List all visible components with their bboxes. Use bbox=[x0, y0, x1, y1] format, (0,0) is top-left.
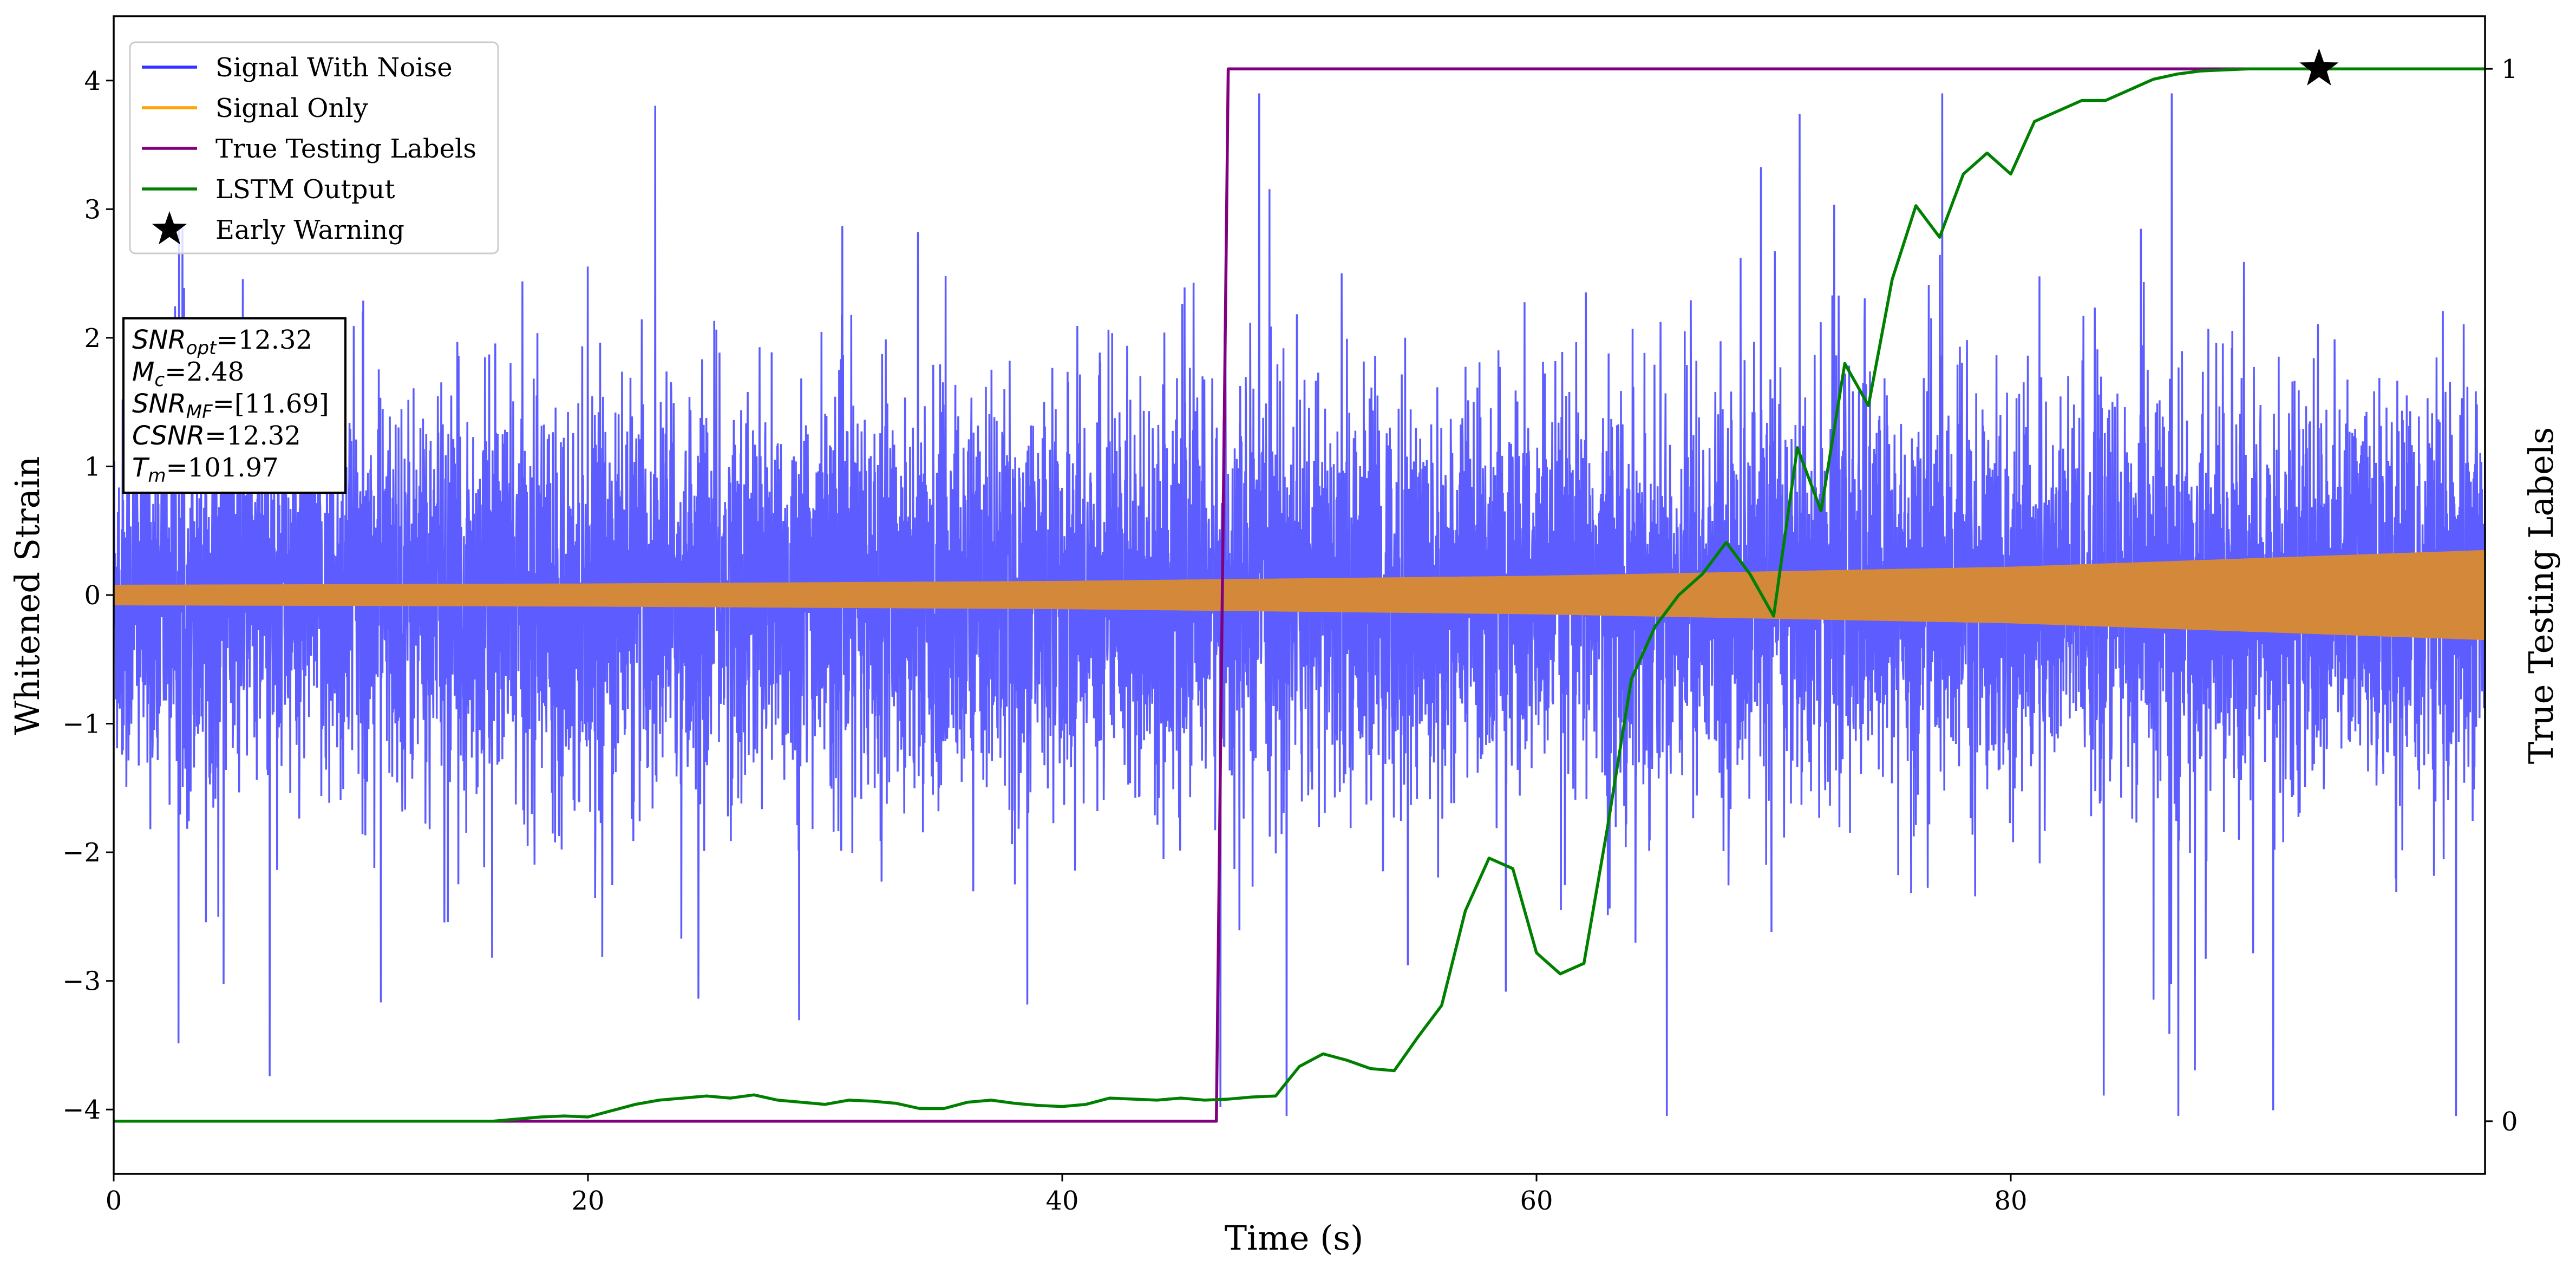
y-tick-label: −3 bbox=[62, 966, 101, 997]
legend-star-icon bbox=[152, 211, 187, 245]
legend-item: True Testing Labels bbox=[142, 134, 476, 164]
annotation-line: SNRMF=[11.69] bbox=[132, 389, 329, 423]
legend-item: Signal Only bbox=[142, 93, 368, 123]
x-tick-label: 80 bbox=[1994, 1186, 2027, 1216]
y-tick-label: −1 bbox=[62, 709, 101, 740]
legend-label: LSTM Output bbox=[215, 174, 395, 205]
legend: Signal With Noise Signal Only True Testing… bbox=[129, 41, 499, 254]
early-warning-marker bbox=[2299, 48, 2339, 86]
legend-item: LSTM Output bbox=[142, 174, 395, 205]
y-tick-label: −4 bbox=[62, 1095, 101, 1125]
series-signal-only bbox=[114, 550, 2485, 641]
annotation-box: SNRopt=12.32Mc=2.48SNRMF=[11.69]CSNR=12.… bbox=[122, 317, 346, 494]
annotation-line: SNRopt=12.32 bbox=[132, 325, 312, 359]
y-tick-label: 3 bbox=[84, 194, 101, 225]
y-tick-label: 0 bbox=[84, 580, 101, 611]
y-tick-label: 1 bbox=[84, 452, 101, 482]
plot-area bbox=[114, 48, 2485, 1123]
x-tick-label: 40 bbox=[1045, 1186, 1078, 1216]
legend-item: Early Warning bbox=[152, 211, 404, 245]
legend-label: Early Warning bbox=[215, 215, 404, 245]
x-tick-label: 60 bbox=[1520, 1186, 1553, 1216]
annotation-line: Mc=2.48 bbox=[132, 357, 244, 391]
annotation-line: CSNR=12.32 bbox=[132, 421, 301, 451]
y-axis-label: Whitened Strain bbox=[8, 456, 47, 735]
x-axis-label: Time (s) bbox=[1225, 1218, 1364, 1258]
y-tick-label: 4 bbox=[84, 66, 101, 96]
y2-tick-label: 0 bbox=[2501, 1107, 2518, 1137]
legend-frame bbox=[129, 41, 499, 254]
y2-axis-label: True Testing Labels bbox=[2521, 427, 2561, 765]
legend-label: Signal With Noise bbox=[215, 53, 453, 83]
series-true-testing-labels bbox=[114, 67, 2485, 1123]
annotation-line: Tm=101.97 bbox=[132, 453, 279, 487]
x-tick-label: 20 bbox=[571, 1186, 604, 1216]
legend-label: Signal Only bbox=[215, 93, 368, 123]
legend-item: Signal With Noise bbox=[142, 53, 453, 83]
y-tick-label: 2 bbox=[84, 323, 101, 354]
annotation-frame bbox=[122, 317, 346, 494]
y-tick-label: −2 bbox=[62, 838, 101, 868]
y2-tick-label: 1 bbox=[2501, 54, 2518, 84]
legend-label: True Testing Labels bbox=[215, 134, 476, 164]
x-tick-label: 0 bbox=[106, 1186, 122, 1216]
series-lstm-output bbox=[114, 67, 2485, 1123]
